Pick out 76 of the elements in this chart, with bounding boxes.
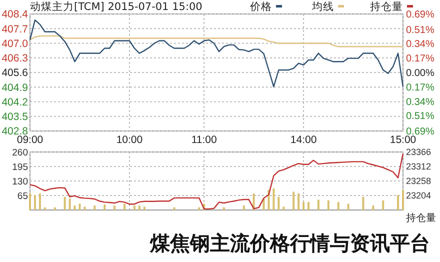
bar (362, 196, 364, 210)
y-tick-label: 260 (12, 147, 28, 158)
legend-label: 持仓量 (370, 1, 403, 13)
bar (54, 207, 56, 210)
bar (272, 188, 275, 210)
bar (337, 202, 340, 210)
y-tick-label: 130 (12, 176, 28, 188)
y2-axis-title: 持仓量 (406, 212, 436, 224)
y-tick-label: 408.4 (2, 8, 28, 21)
y2-tick-label: 0.17% (406, 54, 434, 65)
bar (44, 207, 46, 210)
y2-tick-label: 0.51% (406, 111, 434, 122)
bar (242, 206, 245, 210)
bar (74, 206, 76, 210)
y-tick-label: 407.7 (2, 23, 28, 36)
y-tick-label: 65 (17, 190, 28, 202)
bar (68, 198, 71, 210)
y-tick-label: 403.5 (2, 111, 28, 124)
bar (143, 206, 146, 210)
y2-tick-label: 23312 (406, 162, 432, 172)
bar (282, 206, 285, 210)
bar (308, 202, 310, 210)
bar (317, 200, 320, 210)
bar (372, 206, 374, 210)
line-series (29, 19, 404, 88)
bar (29, 193, 31, 210)
y2-tick-label: 23204 (406, 190, 432, 201)
bar (298, 193, 300, 210)
chart-title: 动煤主力[TCM] 2015-07-01 15:00 (30, 0, 202, 13)
bar (34, 195, 36, 210)
bar (78, 204, 81, 210)
bar (397, 195, 400, 210)
bar (38, 193, 41, 210)
bar (173, 207, 176, 210)
line-series (29, 153, 404, 210)
bar (138, 206, 140, 210)
bar (123, 204, 126, 210)
line-series (29, 35, 404, 48)
y2-tick-label: 0.00% (406, 68, 434, 79)
bar (302, 202, 305, 210)
bar (114, 206, 116, 210)
y-tick-label: 406.3 (2, 52, 28, 65)
legend-label: 均线 (311, 0, 334, 13)
y2-tick-label: 0.34% (406, 39, 434, 50)
bar (327, 200, 330, 210)
x-tick-label: 15:00 (390, 134, 416, 146)
bar (278, 196, 280, 210)
y-tick-label: 195 (12, 162, 28, 173)
y2-tick-label: 23366 (406, 147, 432, 158)
x-tick-label: 14:00 (290, 134, 317, 146)
bar (252, 193, 255, 210)
legend-label: 价格 (249, 1, 272, 13)
bar (402, 190, 404, 210)
bar (104, 204, 106, 210)
y2-tick-label: 0.51% (406, 24, 434, 36)
y2-tick-label: 23258 (406, 176, 432, 186)
y2-tick-label: 0.69% (406, 10, 434, 20)
bar (382, 200, 384, 210)
bar (222, 207, 225, 210)
bar (64, 196, 66, 210)
bar (292, 192, 295, 210)
bar (94, 206, 96, 210)
y2-tick-label: 0.34% (406, 96, 434, 108)
y-tick-label: 404.2 (2, 96, 28, 108)
y-tick-label: 404.9 (2, 82, 28, 94)
y-tick-label: 407.0 (2, 38, 28, 50)
text: 煤焦钢主流价格行情与资讯平台 (149, 231, 430, 255)
bar (133, 206, 136, 210)
bar (84, 206, 86, 210)
x-tick-label: 10:00 (116, 134, 143, 146)
y2-tick-label: 0.17% (406, 82, 434, 94)
bar (198, 207, 200, 210)
y-tick-label: 405.6 (2, 67, 28, 80)
x-tick-label: 11:00 (191, 134, 217, 146)
x-tick-label: 09:00 (16, 134, 44, 146)
bar (347, 204, 350, 210)
